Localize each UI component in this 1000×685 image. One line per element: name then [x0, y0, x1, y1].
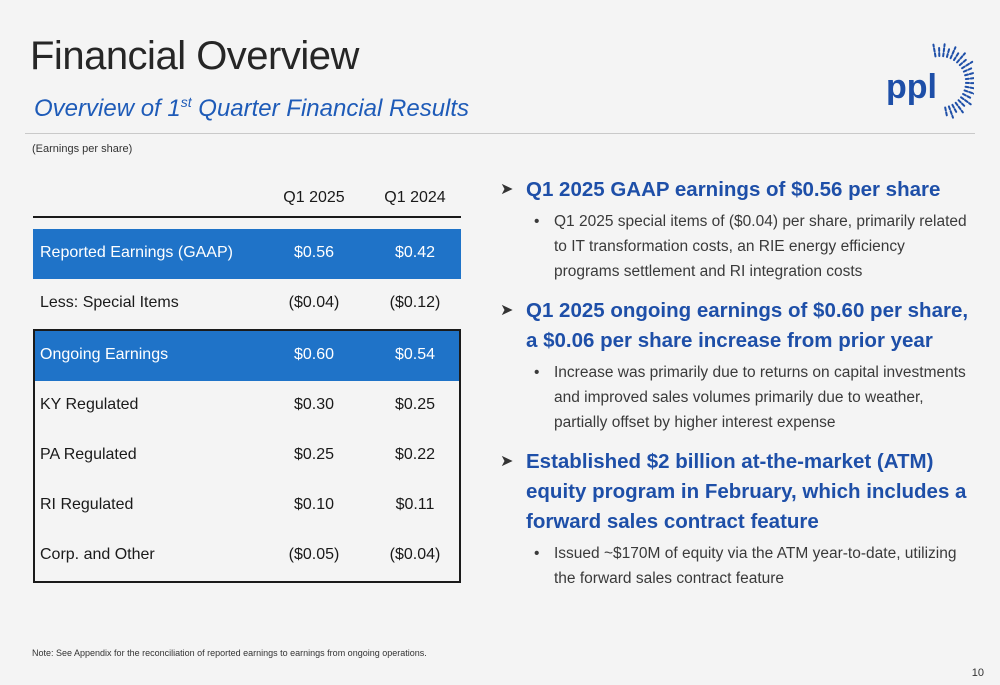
row-value-q1-2025: ($0.05) [288, 546, 340, 563]
row-label: KY Regulated [40, 396, 139, 413]
logo-text: ppl [886, 68, 937, 106]
table-row-pa-regulated: PA Regulated $0.25 $0.22 [35, 431, 459, 481]
highlight-detail: • Increase was primarily due to returns … [500, 360, 970, 435]
dot-bullet-icon: • [534, 364, 540, 381]
footnote: Note: See Appendix for the reconciliatio… [32, 648, 427, 658]
highlights-list: ➤ Q1 2025 GAAP earnings of $0.56 per sha… [500, 175, 970, 603]
row-value-q1-2024: ($0.04) [389, 546, 441, 563]
subtitle-superscript: st [180, 94, 192, 110]
table-header: Q1 2025 Q1 2024 [33, 170, 461, 218]
column-header-q1-2024: Q1 2024 [384, 189, 446, 206]
highlight-detail: • Q1 2025 special items of ($0.04) per s… [500, 209, 970, 284]
row-label: Reported Earnings (GAAP) [40, 244, 233, 261]
page-subtitle: Overview of 1st Quarter Financial Result… [34, 94, 469, 123]
page-number: 10 [971, 667, 984, 679]
highlight-heading-text: Established $2 billion at-the-market (AT… [526, 450, 967, 533]
highlight-item: ➤ Q1 2025 ongoing earnings of $0.60 per … [500, 296, 970, 435]
highlight-heading: ➤ Q1 2025 ongoing earnings of $0.60 per … [500, 296, 970, 356]
highlight-heading: ➤ Established $2 billion at-the-market (… [500, 447, 970, 537]
highlight-heading: ➤ Q1 2025 GAAP earnings of $0.56 per sha… [500, 175, 970, 205]
highlight-item: ➤ Established $2 billion at-the-market (… [500, 447, 970, 591]
table-row-ri-regulated: RI Regulated $0.10 $0.11 [35, 481, 459, 531]
column-header-q1-2025: Q1 2025 [283, 189, 345, 206]
highlight-detail-text: Issued ~$170M of equity via the ATM year… [554, 545, 957, 587]
row-value-q1-2024: $0.25 [394, 396, 436, 413]
arrow-bullet-icon: ➤ [500, 302, 514, 319]
highlight-detail-text: Increase was primarily due to returns on… [554, 364, 966, 431]
highlight-heading-text: Q1 2025 ongoing earnings of $0.60 per sh… [526, 299, 969, 352]
ppl-logo-icon: ppl [886, 43, 974, 119]
row-value-q1-2025: $0.10 [293, 496, 335, 513]
subtitle-text-end: Quarter Financial Results [191, 95, 470, 122]
highlight-detail: • Issued ~$170M of equity via the ATM ye… [500, 541, 970, 591]
row-label: Less: Special Items [40, 294, 179, 311]
row-label: PA Regulated [40, 446, 137, 463]
table-row-corp-and-other: Corp. and Other ($0.05) ($0.04) [35, 531, 459, 581]
row-value-q1-2025: ($0.04) [288, 294, 340, 311]
table-row-reported-earnings: Reported Earnings (GAAP) $0.56 $0.42 [33, 229, 461, 279]
highlight-item: ➤ Q1 2025 GAAP earnings of $0.56 per sha… [500, 175, 970, 284]
row-value-q1-2024: $0.22 [394, 446, 436, 463]
row-value-q1-2025: $0.30 [293, 396, 335, 413]
row-value-q1-2024: ($0.12) [389, 294, 441, 311]
row-label: RI Regulated [40, 496, 134, 513]
row-value-q1-2024: $0.54 [394, 346, 436, 363]
dot-bullet-icon: • [534, 213, 540, 230]
table-row-ongoing-earnings: Ongoing Earnings $0.60 $0.54 [35, 331, 459, 381]
dot-bullet-icon: • [534, 545, 540, 562]
table-row-ky-regulated: KY Regulated $0.30 $0.25 [35, 381, 459, 431]
row-value-q1-2024: $0.11 [395, 496, 435, 513]
title-divider [25, 133, 975, 134]
row-value-q1-2025: $0.60 [293, 346, 335, 363]
highlight-detail-text: Q1 2025 special items of ($0.04) per sha… [554, 213, 967, 280]
row-value-q1-2025: $0.25 [293, 446, 335, 463]
row-label: Corp. and Other [40, 546, 155, 563]
subtitle-text: Overview of 1 [34, 95, 181, 122]
ongoing-box-top-border [33, 329, 461, 331]
table-row-special-items: Less: Special Items ($0.04) ($0.12) [33, 279, 461, 329]
eps-label: (Earnings per share) [32, 143, 133, 155]
earnings-table: Q1 2025 Q1 2024 Reported Earnings (GAAP)… [33, 170, 461, 583]
highlight-heading-text: Q1 2025 GAAP earnings of $0.56 per share [526, 178, 941, 201]
arrow-bullet-icon: ➤ [500, 453, 514, 470]
row-label: Ongoing Earnings [40, 346, 169, 363]
ongoing-earnings-box: Ongoing Earnings $0.60 $0.54 KY Regulate… [33, 331, 461, 583]
page-title: Financial Overview [30, 34, 359, 78]
row-value-q1-2024: $0.42 [394, 244, 436, 261]
arrow-bullet-icon: ➤ [500, 181, 514, 198]
row-value-q1-2025: $0.56 [293, 244, 335, 261]
